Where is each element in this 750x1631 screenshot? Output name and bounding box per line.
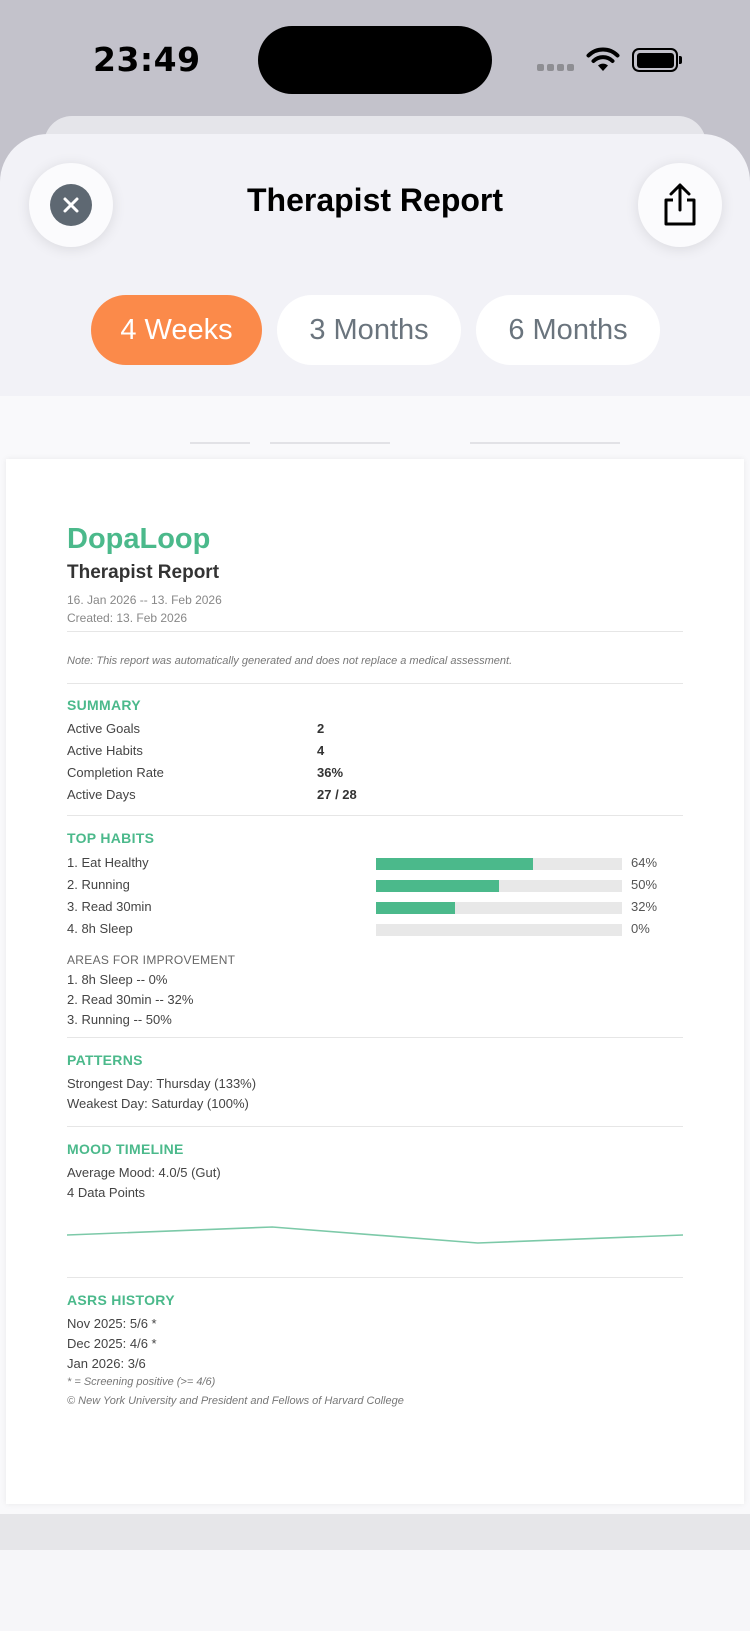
habit-progress-bar: [376, 880, 622, 892]
tab-3-months[interactable]: 3 Months: [277, 295, 461, 365]
habit-progress-bar: [376, 858, 622, 870]
divider: [470, 442, 620, 444]
asrs-heading: ASRS HISTORY: [67, 1292, 175, 1308]
habit-progress-bar: [376, 924, 622, 936]
divider: [67, 631, 683, 632]
summary-value: 36%: [317, 765, 344, 780]
summary-value: 27 / 28: [317, 787, 357, 802]
report-brand: DopaLoop: [67, 523, 211, 555]
report-disclaimer: Note: This report was automatically gene…: [67, 655, 513, 667]
habit-label: 3. Read 30min: [67, 899, 152, 914]
wifi-icon: [586, 47, 620, 71]
asrs-footnote: * = Screening positive (>= 4/6): [67, 1376, 216, 1388]
mood-line: [67, 1226, 683, 1244]
habit-percent: 64%: [631, 855, 658, 870]
status-bar: 23:49: [0, 0, 750, 120]
status-time: 23:49: [93, 40, 201, 79]
average-mood: Average Mood: 4.0/5 (Gut): [67, 1165, 221, 1180]
patterns-heading: PATTERNS: [67, 1052, 143, 1068]
habit-progress-fill: [376, 858, 534, 870]
page-edge-shadow: [0, 1514, 750, 1550]
top-habits-heading: TOP HABITS: [67, 830, 155, 846]
asrs-entry: Dec 2025: 4/6 *: [67, 1336, 157, 1351]
divider: [67, 683, 683, 684]
report-sheet: Therapist Report 4 Weeks 3 Months 6 Mont…: [0, 134, 750, 1631]
habit-progress-fill: [376, 902, 455, 914]
mood-data-points: 4 Data Points: [67, 1185, 146, 1200]
summary-label: Completion Rate: [67, 765, 164, 780]
improvement-item: 3. Running -- 50%: [67, 1012, 172, 1027]
divider: [190, 442, 250, 444]
range-selector: 4 Weeks 3 Months 6 Months: [0, 295, 750, 365]
divider: [270, 442, 390, 444]
close-icon: [50, 184, 92, 226]
habit-percent: 50%: [631, 877, 658, 892]
share-icon: [664, 183, 696, 226]
battery-icon: [632, 48, 682, 72]
summary-heading: SUMMARY: [67, 697, 141, 713]
habit-label: 2. Running: [67, 877, 130, 892]
mood-sparkline: [67, 1226, 683, 1244]
summary-label: Active Days: [67, 787, 136, 802]
habit-progress-fill: [376, 880, 499, 892]
weakest-day: Weakest Day: Saturday (100%): [67, 1096, 249, 1111]
asrs-entry: Jan 2026: 3/6: [67, 1356, 146, 1371]
mood-heading: MOOD TIMELINE: [67, 1141, 184, 1157]
dynamic-island: [258, 26, 492, 94]
strongest-day: Strongest Day: Thursday (133%): [67, 1076, 257, 1091]
bottom-safe-area: [0, 1550, 750, 1631]
divider: [67, 1126, 683, 1127]
habit-percent: 0%: [631, 921, 650, 936]
sheet-title: Therapist Report: [246, 182, 504, 218]
report-date-range: 16. Jan 2026 -- 13. Feb 2026: [67, 593, 222, 607]
tab-4-weeks[interactable]: 4 Weeks: [91, 295, 262, 365]
improvement-item: 1. 8h Sleep -- 0%: [67, 972, 168, 987]
copyright-notice: © New York University and President and …: [67, 1395, 404, 1407]
improvement-item: 2. Read 30min -- 32%: [67, 992, 194, 1007]
habit-label: 1. Eat Healthy: [67, 855, 149, 870]
asrs-entry: Nov 2025: 5/6 *: [67, 1316, 157, 1331]
report-page: DopaLoop Therapist Report 16. Jan 2026 -…: [6, 459, 744, 1504]
close-button[interactable]: [29, 163, 113, 247]
share-button[interactable]: [638, 163, 722, 247]
tab-6-months[interactable]: 6 Months: [476, 295, 660, 365]
habit-progress-bar: [376, 902, 622, 914]
divider: [67, 815, 683, 816]
habit-percent: 32%: [631, 899, 658, 914]
improvement-heading: AREAS FOR IMPROVEMENT: [67, 953, 236, 967]
summary-label: Active Habits: [67, 743, 143, 758]
report-title: Therapist Report: [67, 562, 220, 583]
summary-value: 4: [317, 743, 325, 758]
divider: [67, 1037, 683, 1038]
divider: [67, 1277, 683, 1278]
habit-label: 4. 8h Sleep: [67, 921, 133, 936]
summary-value: 2: [317, 721, 325, 736]
report-created-date: Created: 13. Feb 2026: [67, 611, 188, 625]
summary-label: Active Goals: [67, 721, 140, 736]
cellular-signal-icon: [537, 64, 577, 74]
